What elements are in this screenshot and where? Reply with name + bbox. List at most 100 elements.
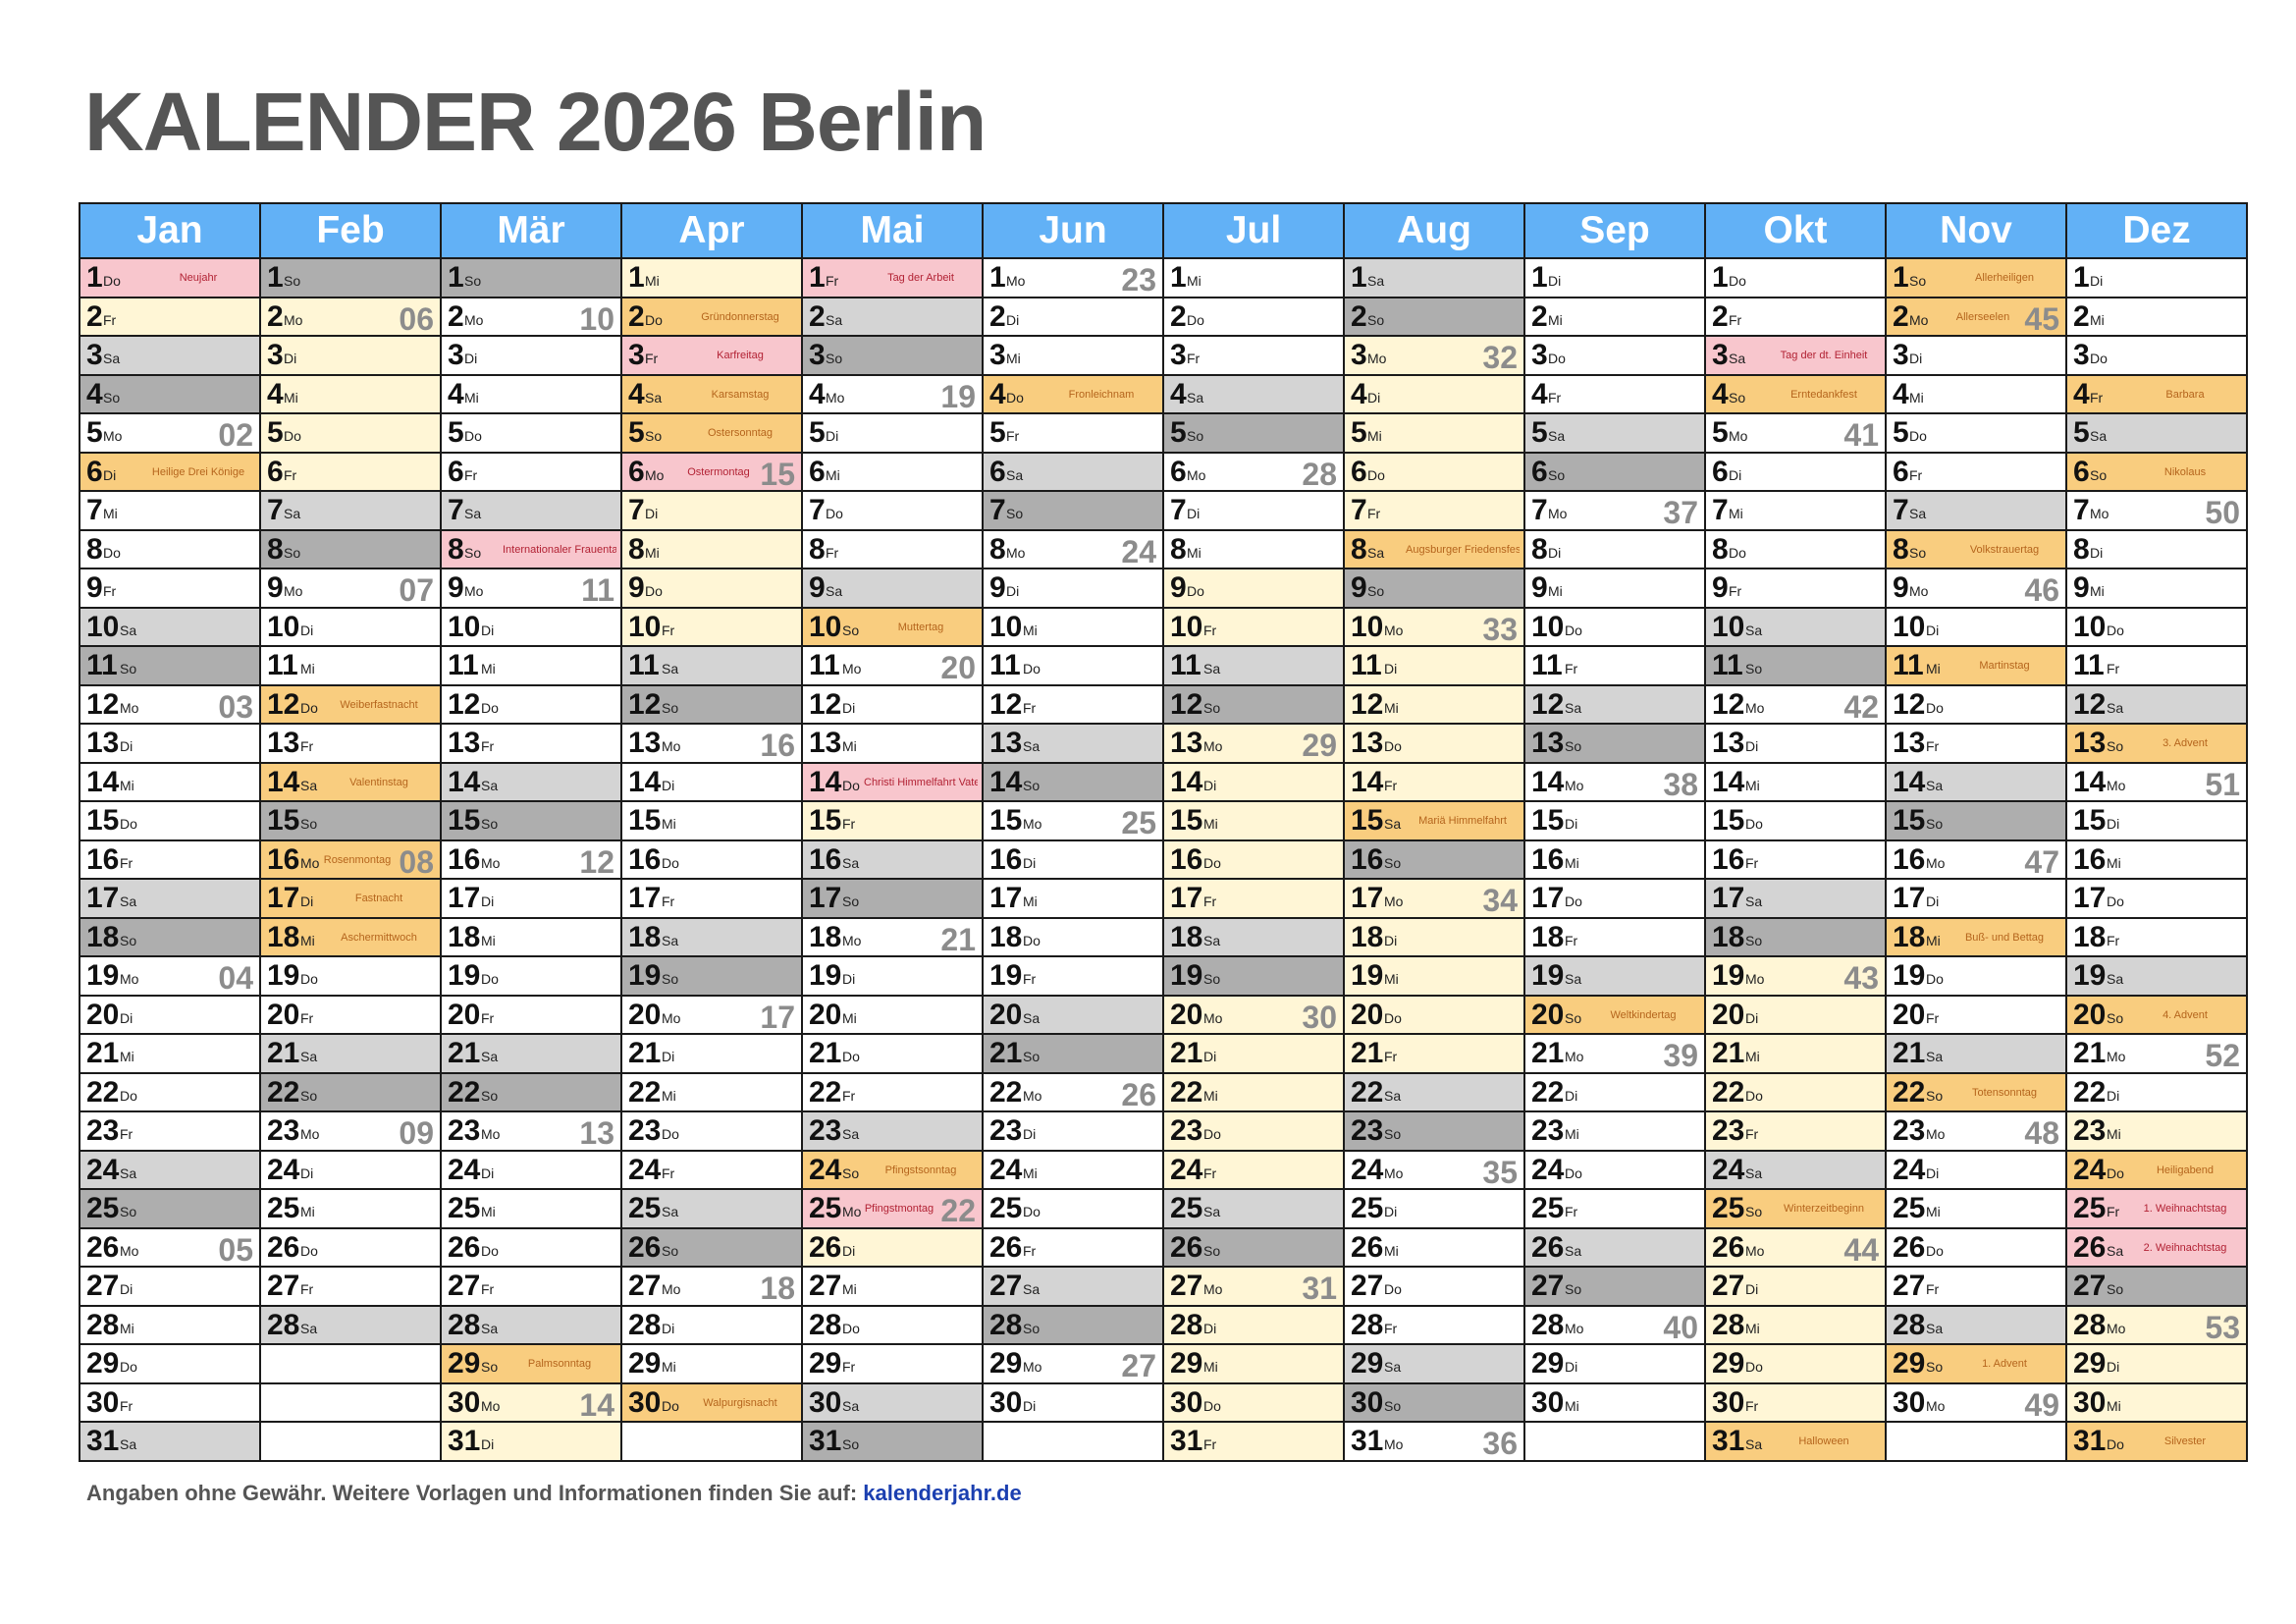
- day-cell: 26 Fr: [982, 1226, 1164, 1268]
- day-cell: 22 Sa: [1343, 1071, 1525, 1112]
- day-cell: 11 Di: [1343, 645, 1525, 686]
- day-cell: 8 Mi: [1162, 528, 1345, 569]
- day-cell: 3 Do: [2065, 335, 2248, 376]
- weekday-label: Do: [2107, 893, 2124, 909]
- weekday-label: Di: [2107, 1359, 2120, 1375]
- weekday-label: Do: [284, 428, 301, 444]
- weekday-label: So: [1926, 1087, 1944, 1104]
- weekday-label: Mi: [842, 1281, 857, 1297]
- holiday-label: Weltkindertag: [1610, 1008, 1677, 1021]
- day-cell: 1 So Allerheiligen: [1885, 257, 2067, 298]
- day-cell: 25 Mi: [1885, 1188, 2067, 1229]
- day-cell: 21 Fr: [1343, 1033, 1525, 1074]
- weekday-label: Sa: [1745, 622, 1763, 638]
- weekday-label: Sa: [842, 854, 860, 871]
- day-cell: 30 Mi: [2065, 1381, 2248, 1423]
- holiday-label: Ostersonntag: [707, 427, 774, 439]
- empty-cell: [259, 1381, 442, 1423]
- weekday-label: Fr: [2090, 389, 2104, 406]
- week-number: 46: [2024, 572, 2059, 608]
- day-cell: 27 Mi: [801, 1266, 984, 1307]
- day-number: 8: [1351, 532, 1367, 566]
- week-number: 34: [1482, 883, 1518, 918]
- week-number: 19: [940, 378, 976, 413]
- day-number: 9: [1170, 571, 1187, 604]
- day-number: 21: [267, 1037, 300, 1069]
- weekday-label: Mo: [1926, 1126, 1946, 1142]
- day-cell: 1 Mo 23: [982, 257, 1164, 298]
- empty-cell: [982, 1421, 1164, 1462]
- weekday-label: Fr: [645, 351, 659, 366]
- weekday-label: Do: [464, 428, 482, 444]
- weekday-label: Mo: [2107, 1049, 2126, 1064]
- day-number: 9: [989, 571, 1006, 604]
- day-number: 12: [1712, 687, 1745, 721]
- weekday-label: Do: [842, 1320, 860, 1336]
- weekday-label: Mo: [1926, 854, 1946, 871]
- holiday-label: Buß- und Bettag: [1964, 931, 2045, 944]
- day-cell: 1 So: [440, 257, 622, 298]
- day-number: 6: [86, 455, 103, 488]
- day-number: 18: [86, 920, 120, 953]
- day-cell: 3 Sa: [79, 335, 261, 376]
- weekday-label: Sa: [662, 661, 679, 677]
- day-cell: 12 Sa: [1523, 683, 1706, 725]
- day-cell: 12 So: [1162, 683, 1345, 725]
- weekday-label: Mo: [1565, 1320, 1584, 1336]
- day-number: 18: [809, 920, 842, 953]
- day-cell: 27 So: [2065, 1266, 2248, 1307]
- day-cell: 16 Sa: [801, 839, 984, 880]
- day-cell: 21 Mi: [79, 1033, 261, 1074]
- weekday-label: Mo: [1745, 1242, 1765, 1259]
- day-cell: 30 Sa: [801, 1381, 984, 1423]
- weekday-label: Mo: [842, 1204, 862, 1219]
- day-number: 31: [1712, 1425, 1745, 1457]
- day-number: 30: [628, 1385, 662, 1419]
- day-number: 1: [1712, 261, 1729, 294]
- day-number: 13: [1893, 727, 1926, 759]
- weekday-label: Do: [2107, 622, 2124, 638]
- day-cell: 17 Fr: [1162, 878, 1345, 919]
- empty-cell: [1885, 1421, 2067, 1462]
- day-number: 14: [448, 765, 481, 798]
- weekday-label: Sa: [120, 1436, 137, 1452]
- day-number: 12: [1351, 687, 1384, 721]
- weekday-label: So: [1745, 661, 1763, 677]
- weekday-label: Do: [1745, 816, 1763, 832]
- calendar-body: 1 Do Neujahr 1 So 1 So 1 Mi 1 Fr Tag der Arbeit 1 Mo 2…: [79, 257, 2248, 1462]
- day-number: 9: [267, 571, 284, 604]
- day-number: 28: [1712, 1308, 1745, 1341]
- weekday-label: Do: [1384, 1009, 1402, 1026]
- day-number: 27: [809, 1270, 842, 1302]
- day-number: 23: [1893, 1114, 1926, 1147]
- day-number: 12: [448, 687, 481, 721]
- day-number: 10: [2073, 610, 2107, 643]
- day-cell: 11 Sa: [1162, 645, 1345, 686]
- day-number: 25: [1170, 1192, 1203, 1224]
- day-number: 27: [2073, 1270, 2107, 1302]
- day-cell: 30 Do: [1162, 1381, 1345, 1423]
- weekday-label: Di: [1023, 1126, 1037, 1142]
- week-number: 45: [2024, 300, 2059, 336]
- weekday-label: Mi: [662, 816, 676, 832]
- day-cell: 10 Di: [259, 606, 442, 647]
- day-number: 28: [2073, 1308, 2107, 1341]
- day-number: 13: [1351, 727, 1384, 759]
- day-number: 20: [989, 998, 1023, 1031]
- day-number: 23: [989, 1114, 1023, 1147]
- day-number: 3: [1531, 339, 1548, 371]
- day-number: 27: [1170, 1270, 1203, 1302]
- day-number: 18: [1351, 920, 1384, 953]
- day-cell: 11 Fr: [2065, 645, 2248, 686]
- day-cell: 4 Mo 19: [801, 373, 984, 414]
- day-number: 26: [267, 1230, 300, 1264]
- day-row: 13 Di 13 Fr 13 Fr 13 Mo 16 13 Mi 13 Sa 13 Mo 29 13 Do 13 So…: [79, 723, 2248, 764]
- holiday-label: Martinstag: [1979, 660, 2030, 672]
- weekday-label: Mi: [103, 506, 118, 521]
- day-cell: 8 So: [259, 528, 442, 569]
- holiday-label: Allerheiligen: [1975, 272, 2034, 284]
- website-link[interactable]: kalenderjahr.de: [863, 1481, 1022, 1505]
- day-number: 2: [2073, 299, 2090, 333]
- weekday-label: Fr: [662, 622, 675, 638]
- weekday-label: Mi: [481, 932, 496, 948]
